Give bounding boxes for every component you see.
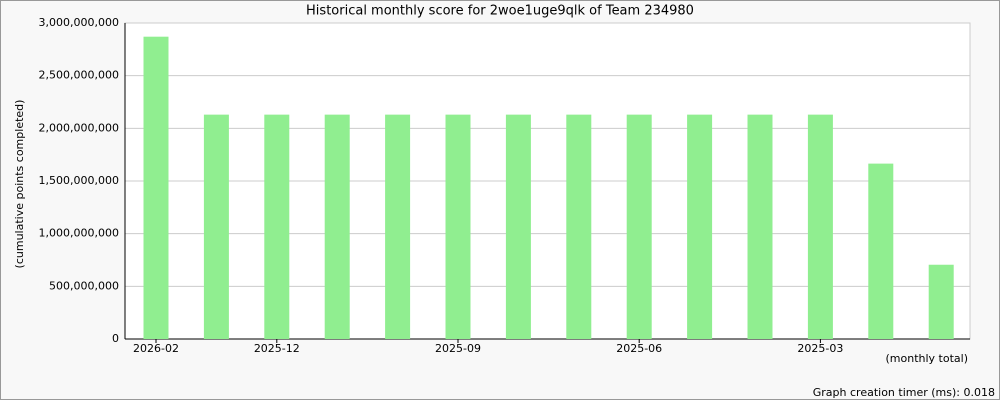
bar xyxy=(385,114,411,339)
x-tick-label: 2026-02 xyxy=(133,342,179,355)
x-axis-label: (monthly total) xyxy=(886,352,969,365)
y-tick-label: 3,000,000,000 xyxy=(39,16,119,29)
x-tick-label: 2025-06 xyxy=(616,342,662,355)
y-tick-label: 2,000,000,000 xyxy=(39,121,119,134)
bar xyxy=(566,114,592,339)
y-tick-label: 1,000,000,000 xyxy=(39,227,119,240)
bar xyxy=(203,114,229,339)
chart-title: Historical monthly score for 2woe1uge9ql… xyxy=(306,4,694,19)
y-tick-label: 2,500,000,000 xyxy=(39,69,119,82)
bar xyxy=(264,114,290,339)
bar xyxy=(687,114,713,339)
y-tick-label: 0 xyxy=(112,332,119,345)
x-tick-label: 2025-12 xyxy=(254,342,300,355)
bar xyxy=(505,114,531,339)
x-tick-label: 2025-09 xyxy=(435,342,481,355)
bar xyxy=(928,264,954,339)
bar xyxy=(626,114,652,339)
bar xyxy=(324,114,350,339)
footer: Graph creation timer (ms): 0.018 xyxy=(813,386,995,399)
y-axis-label: (cumulative points completed) xyxy=(13,100,26,269)
bar xyxy=(807,114,833,339)
y-tick-label: 1,500,000,000 xyxy=(39,174,119,187)
x-tick-label: 2025-03 xyxy=(797,342,843,355)
bar xyxy=(868,163,894,339)
bar xyxy=(143,36,169,340)
y-tick-label: 500,000,000 xyxy=(49,279,119,292)
bar xyxy=(445,114,471,339)
bar xyxy=(747,114,773,339)
